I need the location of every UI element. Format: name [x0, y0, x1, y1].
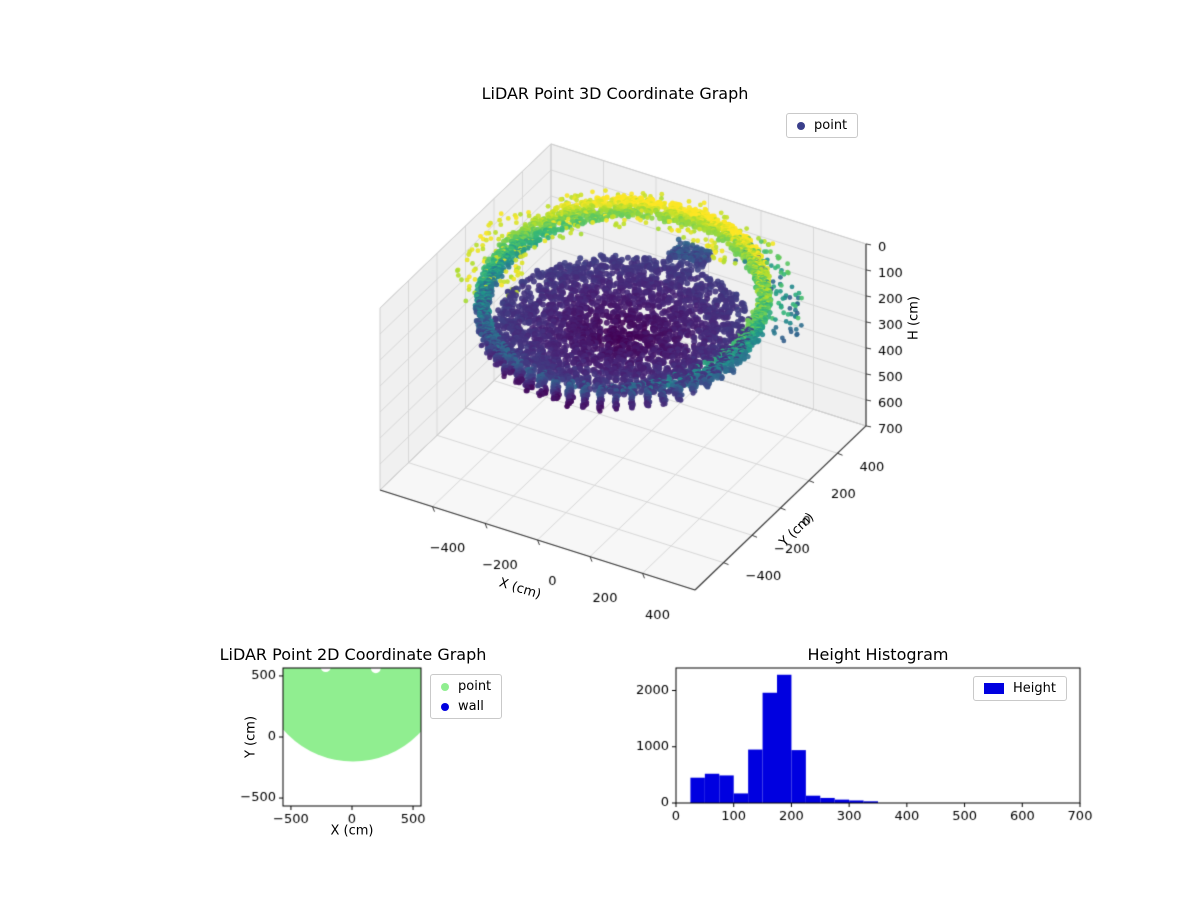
point-marker-icon — [797, 121, 805, 130]
histogram-legend: Height — [973, 676, 1067, 701]
histogram-title: Height Histogram — [807, 645, 949, 664]
legend-item-point: point — [797, 118, 847, 133]
point-marker-icon — [441, 682, 449, 691]
plot2d-legend: point wall — [430, 674, 503, 719]
wall-marker-icon — [441, 702, 449, 711]
plot2d-title: LiDAR Point 2D Coordinate Graph — [219, 645, 487, 664]
legend-item-point: point — [441, 679, 491, 694]
height-patch-icon — [984, 683, 1004, 694]
plot2d-xlabel: X (cm) — [330, 823, 374, 839]
plot3d-title: LiDAR Point 3D Coordinate Graph — [481, 84, 749, 103]
plot3d-legend: point — [786, 113, 859, 138]
plot3d-zlabel: H (cm) — [906, 296, 922, 340]
legend-item-height: Height — [984, 681, 1056, 696]
plot2d-ylabel: Y (cm) — [243, 715, 259, 759]
legend-label-wall: wall — [458, 699, 484, 714]
legend-label-point: point — [814, 118, 848, 133]
legend-label-height: Height — [1013, 681, 1056, 696]
legend-label-point: point — [458, 679, 492, 694]
legend-item-wall: wall — [441, 699, 491, 714]
